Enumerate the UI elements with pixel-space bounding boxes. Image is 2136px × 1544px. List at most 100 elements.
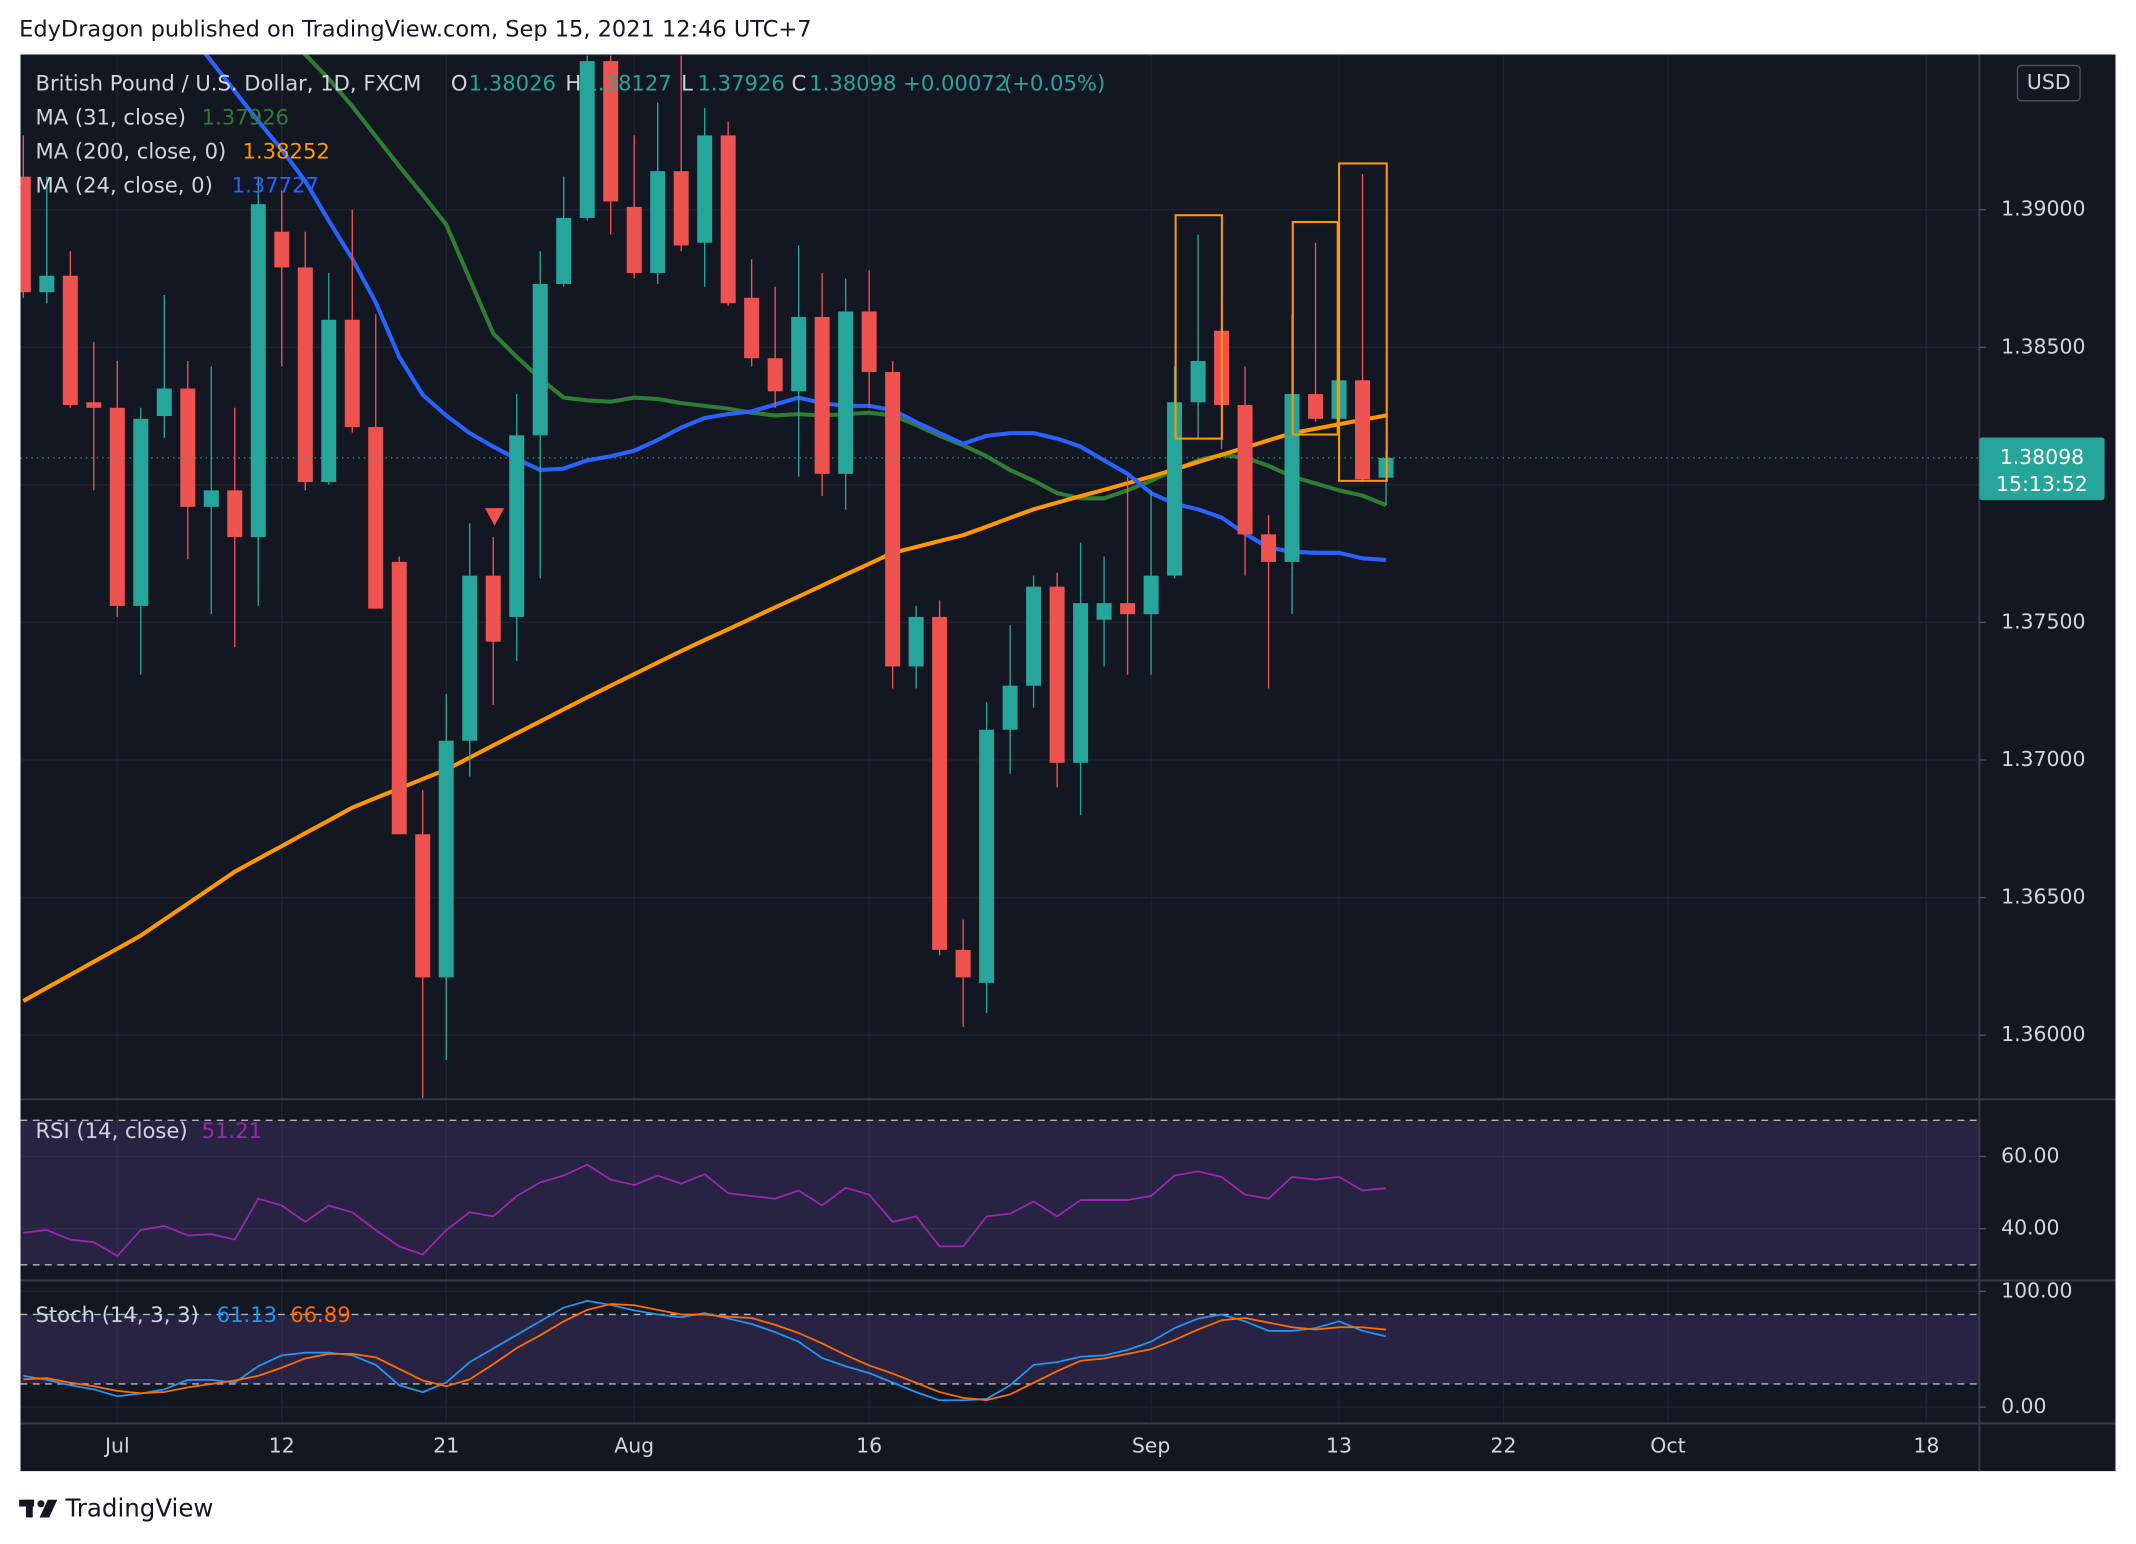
series-line <box>302 54 1387 508</box>
y-tick-label: 100.00 <box>2001 1278 2072 1302</box>
candle-body <box>532 283 548 436</box>
indicator-band <box>20 1314 1980 1384</box>
candle-body <box>697 135 713 243</box>
change-value: +0.00072 <box>903 70 1008 95</box>
plot-area <box>23 1299 1387 1402</box>
candle-body <box>274 231 290 268</box>
candle-body <box>368 427 384 609</box>
y-tick-label: 1.36500 <box>2001 885 2085 909</box>
candle-body <box>1261 534 1277 562</box>
last-price-label: 1.38098 <box>2000 445 2084 469</box>
indicator-value: 61.13 <box>217 1302 277 1327</box>
candle-body <box>579 61 595 218</box>
ohlc-label: H <box>565 70 581 95</box>
ohlc-label: O <box>451 70 468 95</box>
legend-entry: MA (200, close, 0) <box>35 139 226 164</box>
ohlc-value: 1.38127 <box>584 70 671 95</box>
y-tick-label: 1.39000 <box>2001 197 2085 221</box>
plot-area <box>23 1163 1387 1257</box>
x-tick-label: 22 <box>1491 1434 1517 1458</box>
candle-body <box>250 204 266 538</box>
candle-body <box>1026 586 1042 686</box>
logo-part <box>25 1499 33 1518</box>
logo-part <box>39 1499 58 1518</box>
candle-body <box>932 616 948 950</box>
x-tick-label: 18 <box>1913 1434 1939 1458</box>
grid-layer <box>20 54 1980 1424</box>
candle-body <box>1120 603 1136 615</box>
x-tick-label: Sep <box>1132 1434 1171 1458</box>
candle-body <box>1190 361 1206 403</box>
candle-body <box>39 275 55 293</box>
x-tick-label: 21 <box>433 1434 459 1458</box>
series-line <box>23 1163 1387 1257</box>
candle-body <box>1143 575 1159 615</box>
y-tick-label: 60.00 <box>2001 1143 2059 1167</box>
candle-body <box>1284 394 1300 562</box>
candle-body <box>20 176 31 293</box>
indicator-value: 51.21 <box>202 1118 262 1143</box>
series-line <box>23 1299 1387 1402</box>
x-tick-label: 16 <box>856 1434 882 1458</box>
last-price-badge <box>1979 437 2105 501</box>
footer-brand: TradingView <box>64 1493 213 1522</box>
candle-body <box>556 217 572 284</box>
panel-separators <box>20 54 2116 1472</box>
candle-body <box>203 490 219 507</box>
mark-layer <box>20 54 1980 1402</box>
candle-body <box>1002 685 1018 730</box>
candle-body <box>1308 394 1324 419</box>
candle-body <box>955 949 971 978</box>
candle-body <box>180 388 196 507</box>
series-line <box>203 54 1387 562</box>
annotation-box <box>1174 214 1223 440</box>
change-percent: (+0.05%) <box>1004 70 1105 95</box>
candle-body <box>1167 402 1183 576</box>
countdown-label: 15:13:52 <box>1996 472 2088 496</box>
candle-body <box>1049 586 1065 763</box>
candle-body <box>438 740 454 978</box>
candle-body <box>744 297 760 359</box>
candle-body <box>133 418 149 606</box>
candle-body <box>1096 603 1112 620</box>
annotation-boxes <box>1174 162 1388 482</box>
candle-body <box>415 834 431 978</box>
y-tick-label: 1.37000 <box>2001 747 2085 771</box>
logo-part <box>37 1500 45 1508</box>
candle-body <box>62 275 78 406</box>
x-tick-label: Aug <box>614 1434 654 1458</box>
candle-body <box>297 267 313 483</box>
candle-body <box>1355 380 1371 480</box>
candle-body <box>86 402 102 408</box>
candle-body <box>156 388 172 417</box>
ohlc-value: 1.38026 <box>469 70 556 95</box>
legend-value: 1.37727 <box>232 173 319 198</box>
candle-body <box>485 575 501 642</box>
candle-body <box>720 135 736 304</box>
candle-body <box>791 316 807 392</box>
candle-body <box>109 407 125 606</box>
candle-body <box>908 616 924 667</box>
indicator-value: 66.89 <box>290 1302 350 1327</box>
candle-body <box>509 435 525 617</box>
currency-label[interactable]: USD <box>2027 70 2071 94</box>
legend-value: 1.38252 <box>243 139 330 164</box>
indicator-title: RSI (14, close) <box>35 1118 187 1143</box>
symbol-title: British Pound / U.S. Dollar, 1D, FXCM <box>35 70 421 95</box>
ohlc-label: C <box>791 70 806 95</box>
candle-body <box>861 311 877 373</box>
series-line <box>23 1303 1387 1402</box>
candle-body <box>626 206 642 273</box>
candle-body <box>344 319 360 428</box>
currency-badge[interactable] <box>2016 64 2081 102</box>
label-layer: Jul 12 21 Aug 16 Sep 13 22 Oct 18 1.36000 1.36500 1.… <box>103 197 2105 1458</box>
candle-body <box>1073 603 1089 763</box>
candle-body <box>603 61 619 202</box>
annotation-box <box>1291 221 1339 436</box>
signal-marker <box>484 508 505 526</box>
x-tick-label: 13 <box>1326 1434 1352 1458</box>
ohlc-value: 1.37926 <box>697 70 784 95</box>
x-tick-label: 12 <box>269 1434 295 1458</box>
